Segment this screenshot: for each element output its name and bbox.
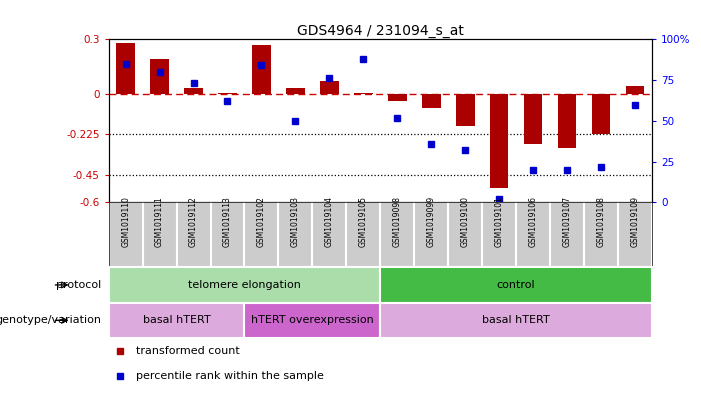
Bar — [456, 94, 475, 126]
Bar — [524, 94, 543, 144]
Text: percentile rank within the sample: percentile rank within the sample — [136, 371, 324, 381]
Bar — [422, 94, 440, 108]
Bar — [109, 267, 381, 303]
Bar — [592, 94, 611, 134]
Bar — [116, 43, 135, 94]
Bar — [286, 88, 305, 94]
Bar — [490, 94, 508, 188]
Text: control: control — [497, 280, 536, 290]
Text: basal hTERT: basal hTERT — [482, 315, 550, 325]
Text: genotype/variation: genotype/variation — [0, 315, 102, 325]
Text: telomere elongation: telomere elongation — [188, 280, 301, 290]
Bar — [625, 86, 644, 94]
Bar — [150, 59, 169, 94]
Bar — [184, 88, 203, 94]
Bar — [381, 267, 652, 303]
Bar — [354, 93, 373, 94]
Bar — [218, 93, 237, 94]
Text: basal hTERT: basal hTERT — [143, 315, 210, 325]
Bar — [388, 94, 407, 101]
Bar — [252, 45, 271, 94]
Bar — [381, 303, 652, 338]
Text: hTERT overexpression: hTERT overexpression — [251, 315, 374, 325]
Bar — [245, 303, 381, 338]
Text: transformed count: transformed count — [136, 346, 240, 356]
Text: protocol: protocol — [56, 280, 102, 290]
Bar — [320, 81, 339, 94]
Bar — [558, 94, 576, 148]
Bar — [109, 303, 245, 338]
Title: GDS4964 / 231094_s_at: GDS4964 / 231094_s_at — [297, 24, 464, 38]
